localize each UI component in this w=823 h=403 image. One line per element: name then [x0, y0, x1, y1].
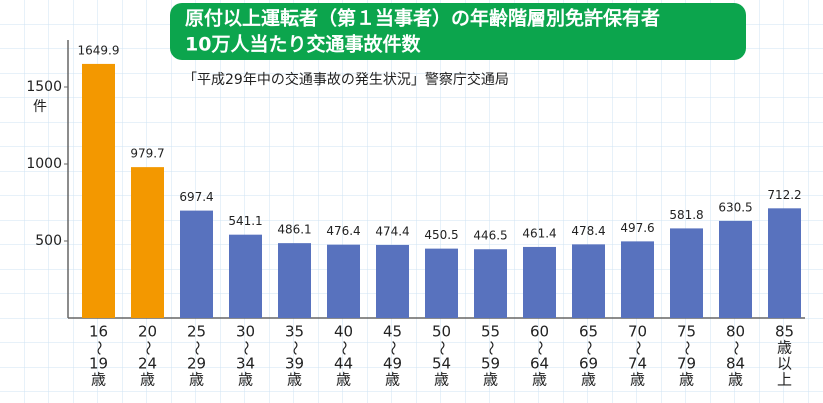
x-tick-label: 歳 — [287, 371, 302, 389]
value-label: 497.6 — [620, 221, 654, 235]
bar — [768, 208, 801, 318]
bar — [572, 244, 605, 318]
x-tick-label: 40 — [334, 323, 353, 341]
x-tick-label: 歳 — [189, 371, 204, 389]
bar — [229, 235, 262, 318]
bar — [425, 249, 458, 318]
x-tick-label: 〜 — [531, 340, 549, 355]
value-label: 461.4 — [522, 226, 556, 240]
value-label: 541.1 — [228, 214, 262, 228]
value-label: 1649.9 — [78, 43, 120, 57]
x-tick-label: 〜 — [286, 340, 304, 355]
x-tick-label: 歳 — [483, 371, 498, 389]
background — [0, 0, 823, 403]
bar — [82, 64, 115, 318]
x-tick-label: 65 — [579, 323, 598, 341]
value-label: 697.4 — [179, 190, 213, 204]
x-tick-label: 30 — [236, 323, 255, 341]
x-tick-label: 16 — [89, 323, 108, 341]
x-tick-label: 〜 — [188, 340, 206, 355]
x-tick-label: 〜 — [629, 340, 647, 355]
chart-title: 原付以上運転者（第１当事者）の年齢階層別免許保有者 — [185, 7, 660, 30]
bar — [474, 249, 507, 318]
y-unit: 件 — [33, 99, 47, 115]
y-tick-label: 1500 — [26, 79, 62, 95]
x-tick-label: 80 — [726, 323, 745, 341]
value-label: 478.4 — [571, 224, 605, 238]
x-tick-label: 〜 — [433, 340, 451, 355]
chart-subtitle: 10万人当たり交通事故件数 — [185, 33, 421, 56]
value-label: 712.2 — [767, 188, 801, 202]
bar — [180, 211, 213, 318]
bar — [523, 247, 556, 318]
value-label: 979.7 — [130, 147, 164, 161]
x-tick-label: 50 — [432, 323, 451, 341]
chart: 原付以上運転者（第１当事者）の年齢階層別免許保有者 10万人当たり交通事故件数 … — [0, 0, 823, 403]
x-tick-label: 歳 — [581, 371, 596, 389]
x-tick-label: 上 — [777, 371, 792, 389]
x-tick-label: 〜 — [727, 340, 745, 355]
x-tick-label: 〜 — [678, 340, 696, 355]
x-tick-label: 歳 — [434, 371, 449, 389]
value-label: 446.5 — [473, 229, 507, 243]
x-tick-label: 〜 — [237, 340, 255, 355]
x-tick-label: 歳 — [630, 371, 645, 389]
x-tick-label: 45 — [383, 323, 402, 341]
bar — [327, 245, 360, 318]
y-tick-label: 1000 — [26, 156, 62, 172]
value-label: 476.4 — [326, 224, 360, 238]
x-tick-label: 〜 — [335, 340, 353, 355]
x-tick-label: 〜 — [580, 340, 598, 355]
x-tick-label: 70 — [628, 323, 647, 341]
x-tick-label: 歳 — [336, 371, 351, 389]
bar — [376, 245, 409, 318]
x-tick-label: 75 — [677, 323, 696, 341]
value-label: 474.4 — [375, 224, 409, 238]
x-tick-label: 歳 — [385, 371, 400, 389]
bar — [131, 167, 164, 318]
value-label: 450.5 — [424, 228, 458, 242]
value-label: 486.1 — [277, 223, 311, 237]
x-tick-label: 55 — [481, 323, 500, 341]
x-tick-label: 60 — [530, 323, 549, 341]
x-tick-label: 歳 — [91, 371, 106, 389]
bar — [278, 243, 311, 318]
x-tick-label: 〜 — [90, 340, 108, 355]
x-tick-label: 歳 — [140, 371, 155, 389]
x-tick-label: 25 — [187, 323, 206, 341]
x-tick-label: 歳 — [728, 371, 743, 389]
x-tick-label: 〜 — [482, 340, 500, 355]
x-tick-label: 35 — [285, 323, 304, 341]
x-tick-label: 歳 — [679, 371, 694, 389]
x-tick-label: 〜 — [139, 340, 157, 355]
y-tick-label: 500 — [35, 233, 62, 249]
bar — [670, 228, 703, 318]
x-tick-label: 歳 — [238, 371, 253, 389]
source: 「平成29年中の交通事故の発生状況」警察庁交通局 — [183, 71, 509, 88]
x-tick-label: 歳 — [532, 371, 547, 389]
value-label: 630.5 — [718, 200, 752, 214]
x-tick-label: 20 — [138, 323, 157, 341]
value-label: 581.8 — [669, 208, 703, 222]
bar — [621, 241, 654, 318]
x-tick-label: 〜 — [384, 340, 402, 355]
bar — [719, 221, 752, 318]
